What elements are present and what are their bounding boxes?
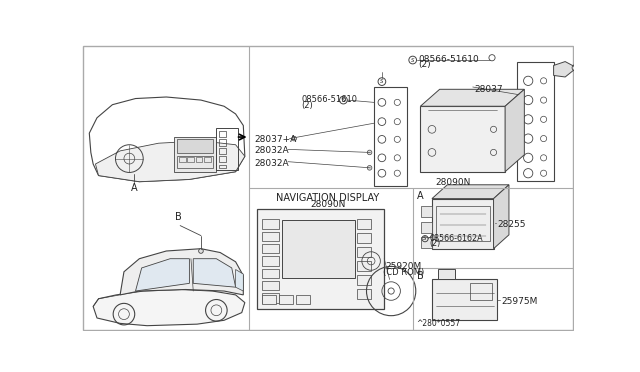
Bar bbox=[357, 289, 371, 299]
Bar bbox=[187, 157, 194, 162]
Bar bbox=[262, 232, 279, 241]
Bar bbox=[357, 219, 371, 230]
Bar bbox=[174, 137, 216, 172]
Text: S: S bbox=[380, 79, 383, 84]
Bar bbox=[421, 237, 432, 248]
Text: S: S bbox=[342, 97, 345, 103]
Text: ^280*0557: ^280*0557 bbox=[417, 319, 461, 328]
Bar bbox=[262, 244, 279, 253]
Bar bbox=[516, 62, 554, 181]
Circle shape bbox=[367, 166, 372, 170]
Bar bbox=[357, 233, 371, 243]
Bar bbox=[257, 209, 384, 309]
Circle shape bbox=[367, 150, 372, 155]
Bar bbox=[282, 220, 355, 278]
Text: A: A bbox=[131, 183, 137, 193]
Text: B: B bbox=[417, 271, 423, 281]
Text: A: A bbox=[417, 191, 423, 201]
Polygon shape bbox=[95, 141, 245, 182]
Text: S: S bbox=[423, 236, 427, 241]
Bar bbox=[262, 281, 279, 290]
Text: 28037+A: 28037+A bbox=[255, 135, 297, 144]
Polygon shape bbox=[505, 89, 524, 172]
Bar bbox=[219, 156, 227, 163]
Text: 28090N: 28090N bbox=[310, 200, 346, 209]
Polygon shape bbox=[93, 289, 245, 326]
Text: NAVIGATION DISPLAY: NAVIGATION DISPLAY bbox=[276, 193, 380, 203]
Bar bbox=[421, 222, 432, 232]
Bar bbox=[216, 128, 238, 170]
Bar bbox=[374, 87, 406, 186]
Polygon shape bbox=[554, 62, 577, 77]
Text: 28037: 28037 bbox=[474, 85, 503, 94]
Circle shape bbox=[388, 288, 394, 294]
Bar bbox=[196, 157, 202, 162]
Bar bbox=[357, 247, 371, 257]
Polygon shape bbox=[236, 269, 243, 291]
Text: 28032A: 28032A bbox=[255, 158, 289, 168]
Polygon shape bbox=[193, 259, 236, 287]
Bar bbox=[177, 155, 213, 168]
Bar bbox=[219, 165, 227, 168]
Bar bbox=[436, 206, 490, 241]
Bar bbox=[357, 261, 371, 271]
Text: 08566-6162A: 08566-6162A bbox=[429, 234, 483, 243]
Bar bbox=[421, 206, 432, 217]
Polygon shape bbox=[420, 89, 524, 106]
Polygon shape bbox=[120, 249, 243, 295]
Text: 25975M: 25975M bbox=[501, 297, 538, 306]
Text: (CD ROM): (CD ROM) bbox=[383, 268, 425, 277]
Bar bbox=[470, 283, 492, 300]
Text: B: B bbox=[175, 212, 182, 222]
Bar bbox=[219, 148, 227, 154]
Text: 08566-51610: 08566-51610 bbox=[418, 55, 479, 64]
Bar bbox=[262, 294, 279, 302]
Text: S: S bbox=[411, 58, 415, 62]
Bar bbox=[262, 256, 279, 266]
Bar bbox=[204, 157, 211, 162]
Bar bbox=[432, 279, 497, 320]
Bar bbox=[219, 131, 227, 137]
Bar bbox=[262, 219, 279, 229]
Bar bbox=[179, 157, 186, 162]
Bar bbox=[279, 295, 292, 304]
Text: 28255: 28255 bbox=[497, 220, 526, 229]
Circle shape bbox=[198, 249, 204, 253]
Polygon shape bbox=[136, 259, 189, 291]
Bar bbox=[177, 140, 213, 153]
Bar bbox=[438, 269, 455, 279]
Bar bbox=[432, 199, 493, 249]
Bar bbox=[262, 269, 279, 278]
Circle shape bbox=[292, 136, 296, 141]
Bar bbox=[262, 295, 276, 304]
Text: 25920M: 25920M bbox=[386, 262, 422, 271]
Polygon shape bbox=[432, 185, 509, 199]
Bar bbox=[420, 106, 505, 172]
Polygon shape bbox=[493, 185, 509, 249]
Text: 08566-51610: 08566-51610 bbox=[301, 96, 357, 105]
Bar bbox=[219, 140, 227, 145]
Text: (2): (2) bbox=[418, 60, 431, 69]
Text: 28090N: 28090N bbox=[436, 178, 471, 187]
Text: (2): (2) bbox=[301, 101, 313, 110]
Text: (2): (2) bbox=[429, 240, 441, 248]
Text: 28032A: 28032A bbox=[255, 146, 289, 155]
Bar bbox=[357, 275, 371, 285]
Bar bbox=[296, 295, 310, 304]
